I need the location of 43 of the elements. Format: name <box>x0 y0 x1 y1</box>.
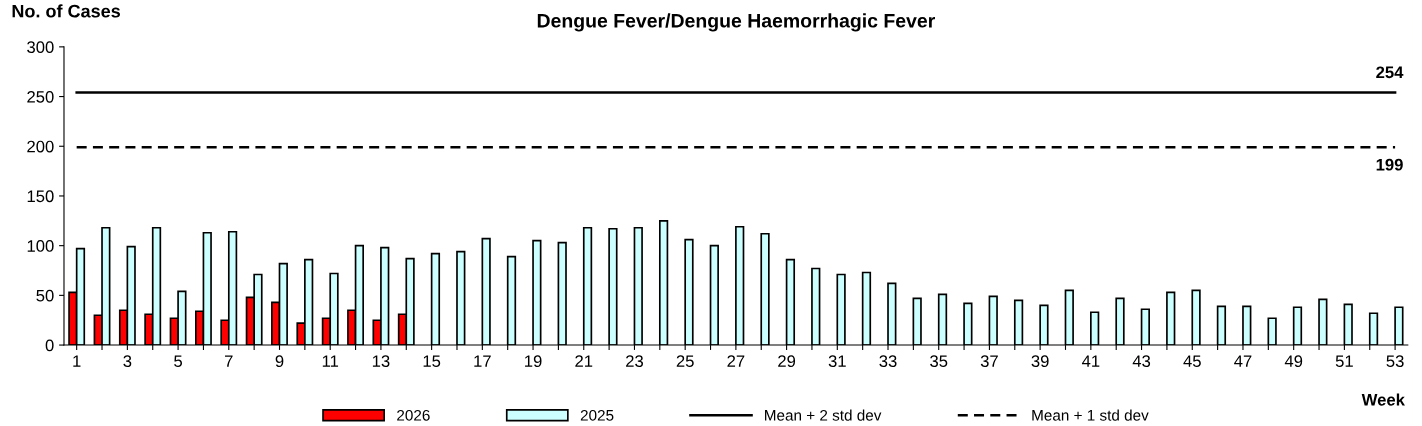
y-tick-label: 300 <box>27 41 54 54</box>
x-tick-label: 9 <box>275 355 284 368</box>
x-tick-label: 31 <box>828 355 846 368</box>
x-tick-label: 19 <box>525 355 542 368</box>
legend-label: 2026 <box>397 409 430 421</box>
y-tick-label: 50 <box>36 289 54 302</box>
x-tick-label: 3 <box>123 355 132 368</box>
x-tick-label: 27 <box>727 355 745 367</box>
y-tick-label: 250 <box>27 90 54 103</box>
x-tick-label: 47 <box>1234 355 1252 367</box>
x-tick-label: 17 <box>474 355 491 367</box>
x-tick-label: 15 <box>423 355 441 368</box>
x-tick-label: 7 <box>225 355 233 367</box>
x-tick-label: 23 <box>626 355 643 368</box>
x-tick-label: 45 <box>1183 355 1201 368</box>
x-tick-label: 41 <box>1081 355 1100 367</box>
x-tick-label: 35 <box>930 355 948 368</box>
data-label: 254 <box>1376 66 1404 79</box>
x-tick-label: 53 <box>1386 355 1404 368</box>
legend-label: 2025 <box>580 409 614 421</box>
x-tick-label: 37 <box>980 355 998 368</box>
x-tick-label: 51 <box>1335 355 1353 368</box>
x-axis-title: Week <box>1361 393 1405 406</box>
x-tick-label: 11 <box>322 355 339 367</box>
x-tick-label: 1 <box>73 355 81 367</box>
chart-title: Dengue Fever/Dengue Haemorrhagic Fever <box>537 13 935 32</box>
x-tick-label: 39 <box>1031 355 1049 368</box>
y-tick-label: 0 <box>45 339 54 352</box>
legend-label: Mean + 1 std dev <box>1032 409 1149 421</box>
x-tick-label: 33 <box>879 355 897 368</box>
x-tick-label: 49 <box>1284 355 1303 368</box>
y-tick-label: 100 <box>27 240 54 252</box>
x-tick-label: 13 <box>372 355 390 368</box>
x-tick-label: 21 <box>575 355 593 367</box>
y-tick-label: 150 <box>27 190 54 203</box>
x-tick-label: 5 <box>174 355 183 368</box>
x-tick-label: 29 <box>778 355 796 368</box>
y-axis-title: No. of Cases <box>12 4 120 18</box>
x-tick-label: 25 <box>676 355 694 368</box>
x-tick-label: 43 <box>1132 355 1151 368</box>
legend-label: Mean + 2 std dev <box>765 409 882 421</box>
y-tick-label: 200 <box>27 140 54 153</box>
data-label: 199 <box>1376 158 1403 171</box>
